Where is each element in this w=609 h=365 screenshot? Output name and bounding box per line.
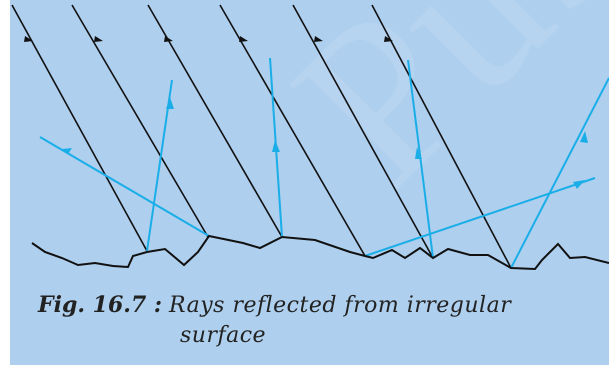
- figure-label: Fig. 16.7 :: [38, 292, 163, 318]
- arrow-head-icon: [580, 131, 588, 143]
- reflection-diagram: [11, 4, 609, 271]
- reflected-ray-6: [510, 77, 609, 269]
- caption-line-1: Rays reflected from irregular: [169, 293, 512, 318]
- reflected-ray-5: [364, 177, 596, 257]
- irregular-surface: [31, 234, 609, 271]
- incident-ray-1: [11, 4, 148, 252]
- incident-ray-3: [147, 4, 283, 238]
- arrow-down-right-icon: [314, 36, 323, 42]
- arrow-head-icon: [573, 180, 585, 189]
- arrow-down-right-icon: [94, 36, 103, 42]
- arrow-down-right-icon: [24, 36, 33, 42]
- arrow-down-right-icon: [239, 36, 248, 42]
- incident-arrowheads: [24, 36, 393, 42]
- reflected-arrowheads: [62, 97, 588, 189]
- figure-caption: Fig. 16.7 : Rays reflected from irregula…: [38, 290, 593, 351]
- incident-rays: [11, 4, 512, 269]
- reflected-rays: [39, 57, 609, 269]
- arrow-head-icon: [62, 148, 72, 154]
- incident-ray-4: [219, 4, 366, 257]
- incident-ray-6: [371, 4, 512, 269]
- reflected-ray-1: [39, 136, 210, 237]
- incident-ray-2: [71, 4, 209, 238]
- figure-panel: Published: [10, 0, 609, 365]
- incident-ray-5: [292, 4, 434, 259]
- caption-line-2: surface: [180, 323, 267, 348]
- arrow-head-icon: [272, 140, 280, 152]
- arrow-head-icon: [415, 147, 422, 159]
- arrow-down-right-icon: [164, 36, 173, 42]
- arrow-down-right-icon: [384, 36, 393, 42]
- arrow-head-icon: [166, 97, 174, 109]
